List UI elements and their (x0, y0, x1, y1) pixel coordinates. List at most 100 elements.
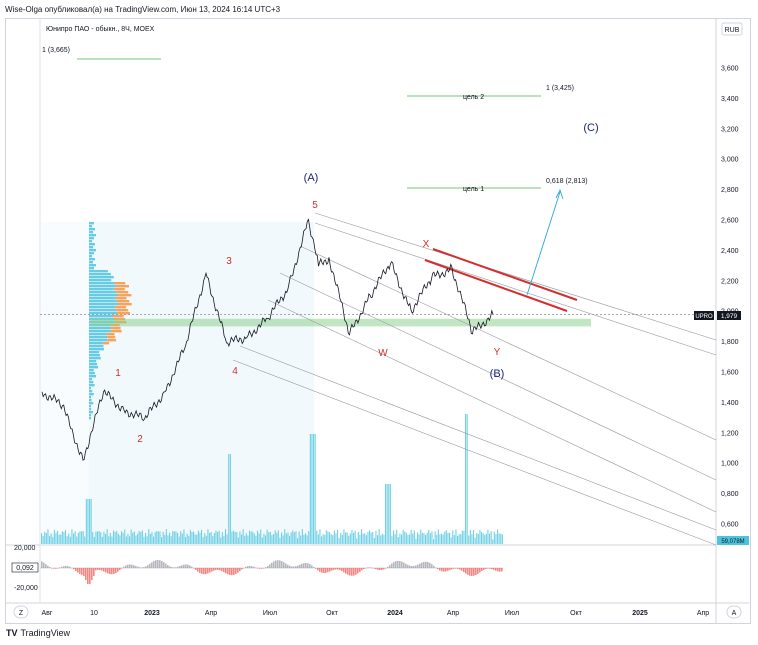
volume-bar (249, 530, 251, 544)
volume-bar (42, 536, 44, 544)
volume-bar (383, 534, 385, 544)
osc-bar (415, 565, 417, 568)
zoom-reset-button[interactable] (13, 605, 29, 619)
osc-bar (321, 568, 323, 573)
ticker-badge (694, 311, 714, 320)
volume-bar (146, 536, 148, 544)
volume-bar (277, 530, 279, 544)
volume-bar (500, 533, 502, 544)
profile-bar-orange (117, 312, 131, 315)
osc-bar (153, 561, 155, 568)
osc-bar (241, 568, 243, 570)
osc-bar (159, 560, 161, 568)
footer-brand[interactable]: TV TradingView (6, 628, 70, 638)
volume-bar (60, 534, 62, 544)
profile-bar (89, 231, 93, 234)
volume-bar (135, 535, 137, 544)
time-tick-label: Окт (326, 610, 339, 617)
volume-bar (436, 534, 438, 544)
volume-bar (132, 532, 134, 544)
osc-bar (401, 561, 403, 568)
profile-bar (89, 312, 118, 315)
auto-scale-button[interactable] (726, 605, 742, 619)
volume-bar (306, 535, 308, 544)
profile-bar (89, 315, 113, 318)
osc-bar (161, 561, 163, 568)
profile-bar-orange (116, 309, 129, 312)
time-tick-label: 2023 (144, 610, 160, 617)
osc-bar (137, 566, 139, 568)
wave-label: X (423, 239, 430, 250)
volume-bar (151, 531, 153, 544)
time-tick-label: Апр (205, 610, 217, 617)
currency-button[interactable] (721, 22, 743, 36)
volume-bar (325, 530, 327, 544)
profile-bar (89, 405, 91, 408)
osc-bar (387, 566, 389, 568)
osc-bar (67, 566, 69, 568)
osc-bar (353, 568, 355, 576)
price-axis[interactable]: 0,6000,8001,0001,2001,4001,6001,8002,000… (721, 66, 739, 529)
osc-bar (441, 568, 443, 572)
volume-bar (124, 529, 126, 544)
price-tick-label: 3,400 (721, 96, 739, 103)
volume-bar (418, 534, 420, 544)
profile-bar (89, 270, 108, 273)
volume-bar (183, 529, 185, 544)
profile-bar (89, 366, 99, 369)
price-tick-label: 2,200 (721, 278, 739, 285)
volume-bar (324, 535, 326, 544)
profile-bar (89, 360, 97, 363)
osc-bar (113, 568, 115, 574)
osc-bar (399, 560, 401, 568)
profile-bar (89, 306, 115, 309)
profile-bar-orange (110, 327, 121, 330)
volume-bar (319, 529, 321, 544)
osc-bar (183, 564, 185, 568)
price-tick-label: 1,800 (721, 339, 739, 346)
profile-bar-orange (107, 339, 117, 342)
osc-bar (117, 568, 119, 572)
osc-bar (493, 568, 495, 570)
volume-bar (453, 534, 455, 544)
volume-bar (474, 537, 476, 544)
osc-bar (285, 563, 287, 568)
time-axis[interactable]: Авг 10 2023 Апр Июл Окт 2024 Апр Июл Окт 2025 Апр (42, 610, 710, 617)
zoom-reset-label: Z (19, 610, 24, 617)
volume-bar (285, 533, 287, 544)
osc-bar (229, 568, 231, 575)
osc-bar (237, 568, 239, 573)
price-tick-label: 1,200 (721, 430, 739, 437)
volume-bar (292, 530, 294, 544)
osc-bar (429, 562, 431, 568)
volume-bar (322, 534, 324, 544)
osc-bar (103, 568, 105, 572)
volume-bar (204, 533, 206, 544)
osc-bar (497, 568, 499, 572)
wave-label: 4 (232, 366, 238, 377)
osc-bar (341, 568, 343, 572)
osc-bar (473, 568, 475, 576)
osc-bar (301, 563, 303, 568)
profile-bar-orange (113, 282, 126, 285)
osc-bar (289, 565, 291, 568)
volume-bar (98, 531, 100, 544)
volume-bar (434, 531, 436, 544)
channel-line (314, 222, 717, 356)
osc-bar (189, 565, 191, 568)
volume-bar (55, 532, 57, 544)
price-tick-label: 0,800 (721, 491, 739, 498)
volume-bar (476, 532, 478, 544)
osc-bar (445, 568, 447, 572)
volume-bar (493, 531, 495, 544)
osc-bar (101, 568, 103, 571)
profile-bar-orange (114, 306, 127, 309)
volume-bar (44, 531, 46, 544)
osc-bar (127, 564, 129, 568)
profile-bar (89, 417, 91, 420)
osc-bar (41, 561, 43, 568)
osc-bar (131, 564, 133, 568)
profile-bar-orange (114, 297, 127, 300)
time-tick-label: 2025 (632, 610, 648, 617)
